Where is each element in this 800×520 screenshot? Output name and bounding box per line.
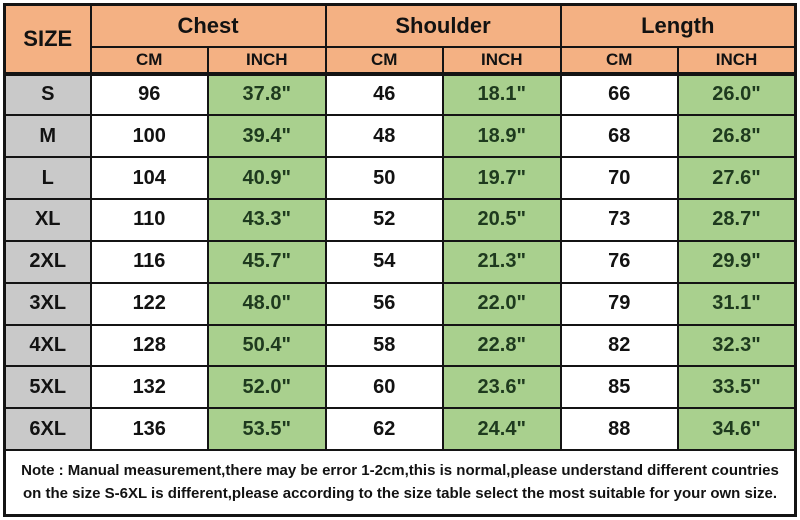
shoulder-inch-value: 20.5": [442, 198, 562, 242]
shoulder-inch-value: 22.0": [442, 281, 562, 326]
chest-inch-value: 52.0": [207, 365, 327, 410]
length-cm-value: 68: [559, 114, 679, 159]
unit-header-row: CM INCH CM INCH CM INCH: [5, 45, 797, 76]
length-inch-value: 27.6": [677, 156, 797, 201]
chest-inch-value: 39.4": [207, 114, 327, 159]
chest-inch-value: 40.9": [207, 156, 327, 201]
unit-header-chest-inch: INCH: [207, 45, 327, 76]
size-label: XL: [3, 198, 92, 242]
column-group-length: Length: [559, 3, 797, 48]
size-label: 4XL: [3, 323, 92, 368]
shoulder-cm-value: 50: [324, 156, 444, 201]
shoulder-cm-value: 48: [324, 114, 444, 159]
shoulder-inch-value: 23.6": [442, 365, 562, 410]
table-row-l: L 104 40.9" 50 19.7" 70 27.6": [3, 156, 797, 201]
chest-cm-value: 96: [89, 72, 209, 117]
length-cm-value: 85: [559, 365, 679, 410]
chest-inch-value: 37.8": [207, 72, 327, 117]
column-group-chest: Chest: [89, 3, 327, 48]
measurement-note: Note : Manual measurement,there may be e…: [3, 449, 797, 517]
chest-inch-value: 43.3": [207, 198, 327, 242]
chest-cm-value: 136: [89, 407, 209, 452]
shoulder-inch-value: 22.8": [442, 323, 562, 368]
length-inch-value: 26.0": [677, 72, 797, 117]
unit-header-chest-cm: CM: [89, 45, 209, 76]
size-label: S: [3, 72, 92, 117]
chest-inch-value: 53.5": [207, 407, 327, 452]
table-row-m: M 100 39.4" 48 18.9" 68 26.8": [3, 114, 797, 159]
shoulder-cm-value: 52: [324, 198, 444, 242]
size-label: 2XL: [3, 239, 92, 284]
note-row: Note : Manual measurement,there may be e…: [3, 449, 797, 517]
length-cm-value: 82: [559, 323, 679, 368]
length-cm-value: 79: [559, 281, 679, 326]
size-label: 6XL: [3, 407, 92, 452]
table-row-s: S 96 37.8" 46 18.1" 66 26.0": [3, 72, 797, 117]
length-inch-value: 31.1": [677, 281, 797, 326]
unit-header-shoulder-cm: CM: [324, 45, 444, 76]
shoulder-inch-value: 18.1": [442, 72, 562, 117]
unit-header-length-cm: CM: [559, 45, 679, 76]
chest-cm-value: 122: [89, 281, 209, 326]
table-row-6xl: 6XL 136 53.5" 62 24.4" 88 34.6": [3, 407, 797, 452]
size-label: L: [3, 156, 92, 201]
length-cm-value: 70: [559, 156, 679, 201]
size-label: 3XL: [3, 281, 92, 326]
length-cm-value: 73: [559, 198, 679, 242]
length-inch-value: 34.6": [677, 407, 797, 452]
table-row-xl: XL 110 43.3" 52 20.5" 73 28.7": [3, 198, 797, 242]
column-header-size: SIZE: [3, 3, 92, 76]
group-header-row: SIZE Chest Shoulder Length: [3, 3, 797, 76]
shoulder-cm-value: 54: [324, 239, 444, 284]
size-label: 5XL: [3, 365, 92, 410]
table-row-2xl: 2XL 116 45.7" 54 21.3" 76 29.9": [3, 239, 797, 284]
length-inch-value: 28.7": [677, 198, 797, 242]
length-inch-value: 33.5": [677, 365, 797, 410]
chest-inch-value: 45.7": [207, 239, 327, 284]
shoulder-cm-value: 58: [324, 323, 444, 368]
shoulder-inch-value: 21.3": [442, 239, 562, 284]
shoulder-inch-value: 19.7": [442, 156, 562, 201]
unit-header-length-inch: INCH: [677, 45, 797, 76]
table-row-4xl: 4XL 128 50.4" 58 22.8" 82 32.3": [3, 323, 797, 368]
unit-header-shoulder-inch: INCH: [442, 45, 562, 76]
chest-cm-value: 100: [89, 114, 209, 159]
length-inch-value: 26.8": [677, 114, 797, 159]
shoulder-inch-value: 24.4": [442, 407, 562, 452]
chest-cm-value: 116: [89, 239, 209, 284]
length-cm-value: 76: [559, 239, 679, 284]
chest-inch-value: 48.0": [207, 281, 327, 326]
length-inch-value: 32.3": [677, 323, 797, 368]
size-label: M: [3, 114, 92, 159]
chest-cm-value: 128: [89, 323, 209, 368]
length-cm-value: 66: [559, 72, 679, 117]
chest-cm-value: 104: [89, 156, 209, 201]
length-cm-value: 88: [559, 407, 679, 452]
chest-cm-value: 132: [89, 365, 209, 410]
shoulder-cm-value: 56: [324, 281, 444, 326]
shoulder-cm-value: 62: [324, 407, 444, 452]
size-chart-table: SIZE Chest Shoulder Length CM INCH CM IN…: [3, 3, 797, 517]
length-inch-value: 29.9": [677, 239, 797, 284]
column-group-shoulder: Shoulder: [324, 3, 562, 48]
chest-cm-value: 110: [89, 198, 209, 242]
table-row-3xl: 3XL 122 48.0" 56 22.0" 79 31.1": [3, 281, 797, 326]
chest-inch-value: 50.4": [207, 323, 327, 368]
shoulder-cm-value: 60: [324, 365, 444, 410]
shoulder-cm-value: 46: [324, 72, 444, 117]
table-row-5xl: 5XL 132 52.0" 60 23.6" 85 33.5": [3, 365, 797, 410]
shoulder-inch-value: 18.9": [442, 114, 562, 159]
